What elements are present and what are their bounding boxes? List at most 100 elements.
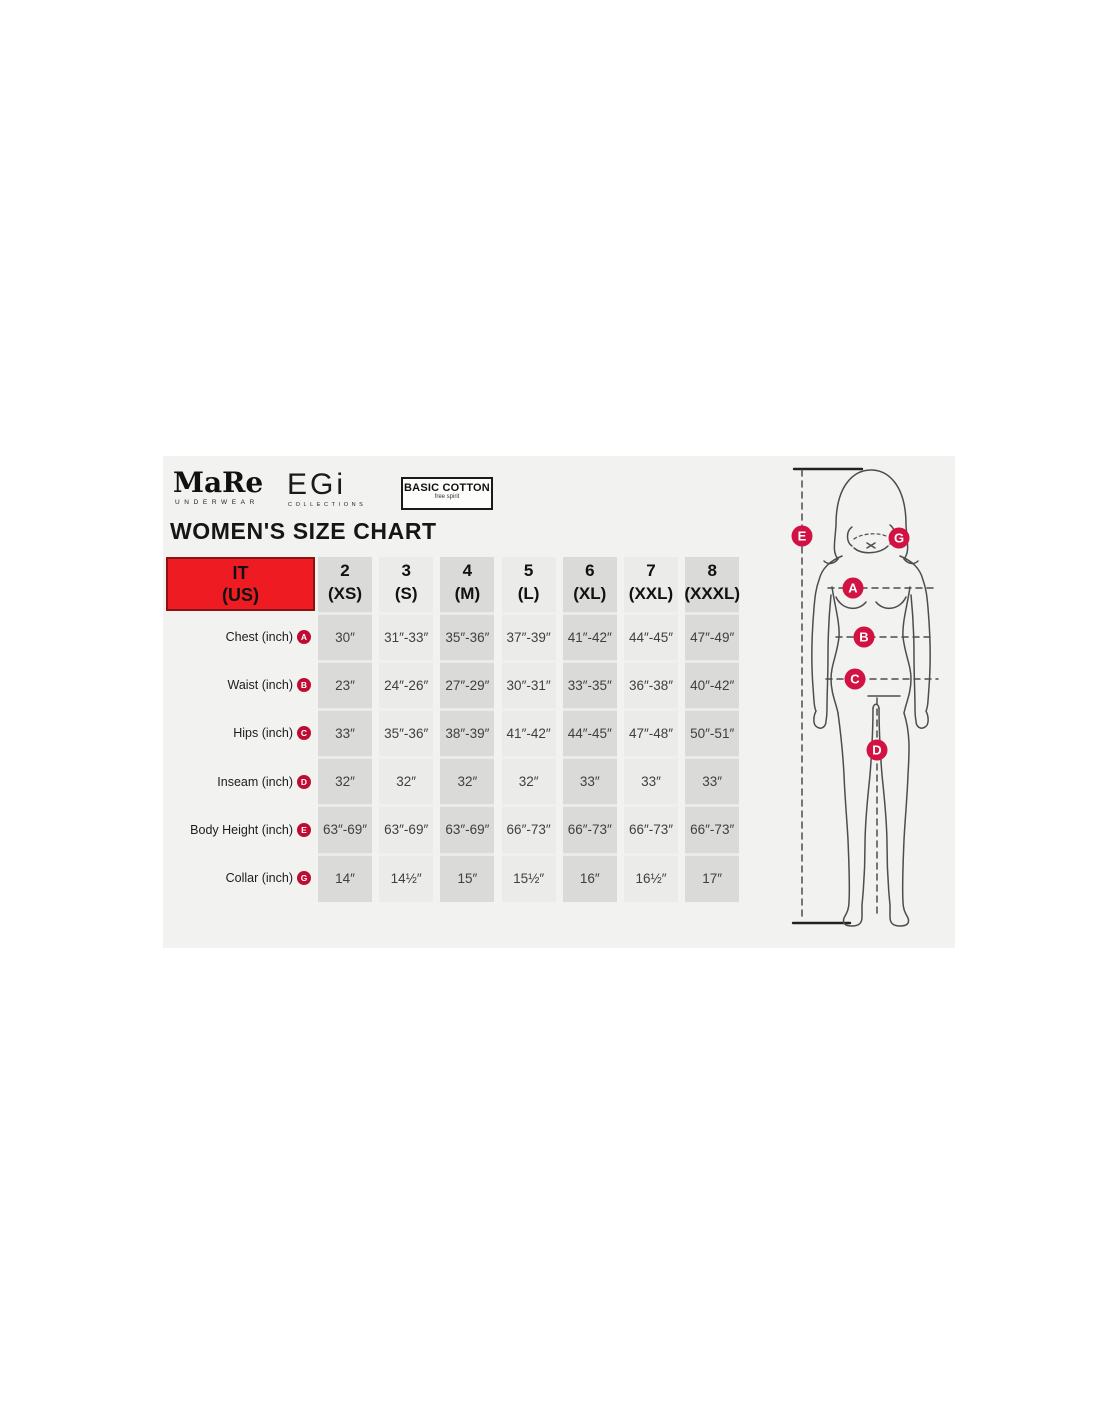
row-marker-badge-c: C: [297, 726, 311, 741]
column-stripe-m: [440, 557, 495, 902]
column-size-number: 2: [340, 561, 350, 580]
size-cell: 15½″: [513, 870, 545, 886]
page-title: WOMEN'S SIZE CHART: [170, 518, 437, 544]
column-stripe-xxxl: [685, 557, 740, 902]
column-stripe-l: [501, 557, 556, 902]
size-cell: 66″-73″: [690, 822, 735, 838]
figure-marker-g: G: [888, 527, 910, 549]
column-size-number: 4: [462, 561, 473, 580]
figure-bust-left: [835, 596, 867, 609]
corner-label-us: (US): [222, 585, 259, 605]
figure-marker-e: E: [791, 525, 813, 547]
corner-label-it: IT: [232, 563, 249, 583]
column-size-number: 3: [401, 561, 411, 580]
column-stripe-xl: [562, 557, 617, 902]
row-label-text: Waist (inch): [227, 678, 293, 693]
size-cell: 16½″: [635, 870, 667, 886]
collar-lower-arc: [853, 545, 889, 554]
size-cell: 14½″: [390, 870, 422, 886]
egi-wordmark: EGi: [287, 468, 347, 501]
size-cell: 44″-45″: [628, 629, 674, 645]
row-label-g: Collar (inch) G: [163, 854, 313, 902]
row-label-text: Hips (inch): [233, 726, 293, 741]
figure-left-arm: [811, 555, 843, 729]
row-label-text: Chest (inch): [225, 630, 293, 644]
size-cell: 35″-36″: [384, 725, 429, 741]
column-size-label: (L): [517, 584, 540, 603]
size-cell: 31″-33″: [384, 629, 429, 645]
figure-right-leg: [878, 707, 910, 927]
row-label-e: Body Height (inch) E: [163, 806, 313, 854]
column-size-label: (XXL): [628, 584, 674, 603]
size-cell: 41″-42″: [506, 725, 551, 741]
size-cell: 27″-29″: [445, 677, 490, 693]
svg-text:C: C: [850, 672, 860, 687]
size-cell: 32″: [457, 774, 478, 790]
size-cell: 63″-69″: [384, 822, 429, 838]
size-cell: 17″: [702, 870, 723, 886]
row-label-a: Chest (inch) A: [163, 613, 313, 661]
figure-torso-right: [902, 586, 912, 714]
row-marker-badge-b: B: [297, 678, 311, 693]
collar-dashed-line: [853, 533, 889, 540]
mare-subtitle: UNDERWEAR: [175, 499, 259, 506]
basic-cotton-wordmark: BASIC COTTON: [404, 482, 490, 494]
size-cell: 63″-69″: [322, 822, 368, 838]
row-label-d: Inseam (inch) D: [163, 758, 313, 806]
size-cell: 47″-48″: [628, 725, 674, 741]
column-header-xxxl: 8 (XXXL): [675, 559, 749, 611]
row-label-text: Inseam (inch): [217, 774, 293, 789]
row-label-c: Hips (inch) C: [163, 709, 313, 757]
column-header-m: 4 (M): [430, 559, 504, 611]
column-size-label: (XS): [328, 584, 362, 603]
figure-marker-d: D: [866, 739, 888, 761]
size-cell: 66″-73″: [567, 822, 612, 838]
figure-marker-c: C: [844, 668, 866, 690]
size-cell: 36″-38″: [628, 677, 674, 693]
size-cell: 38″-39″: [445, 725, 490, 741]
column-header-xl: 6 (XL): [553, 559, 627, 611]
basic-cotton-tagline: free spirit: [434, 494, 460, 500]
column-stripe-s: [379, 557, 434, 902]
column-header-xxl: 7 (XXL): [614, 559, 688, 611]
size-cell: 41″-42″: [567, 629, 612, 645]
brand-logo-mare: MaRe UNDERWEAR: [173, 466, 264, 507]
row-marker-badge-d: D: [297, 774, 311, 789]
figure-crotch: [872, 703, 880, 709]
mare-wordmark: MaRe: [173, 466, 264, 499]
size-cell: 24″-26″: [384, 677, 429, 693]
figure-right-arm: [899, 555, 931, 729]
figure-torso-left: [830, 586, 840, 714]
size-cell: 32″: [396, 774, 417, 790]
svg-text:E: E: [798, 529, 807, 544]
column-header-l: 5 (L): [492, 559, 566, 611]
figure-marker-a: A: [842, 577, 864, 599]
size-cell: 40″-42″: [690, 677, 735, 693]
figure-bust-right: [875, 596, 907, 609]
column-stripe-xs: [318, 557, 372, 902]
row-separator: [318, 756, 740, 760]
column-size-label: (XXXL): [684, 584, 741, 603]
size-cell: 23″: [335, 677, 355, 693]
figure-marker-b: B: [853, 626, 875, 648]
column-size-number: 5: [523, 561, 534, 580]
figure-hair-flick-right: [903, 558, 919, 565]
body-measurement-diagram: E G A B C D: [791, 467, 939, 927]
row-marker-badge-a: A: [297, 630, 311, 644]
size-cell: 14″: [335, 870, 355, 886]
size-table-corner-cell: IT (US): [166, 557, 315, 611]
column-size-number: 8: [707, 561, 717, 580]
collar-center-mark: [866, 542, 876, 549]
size-cell: 32″: [518, 774, 539, 790]
svg-text:D: D: [872, 743, 881, 758]
figure-left-leg: [837, 707, 874, 927]
row-separator: [318, 804, 740, 808]
size-cell: 50″-51″: [690, 725, 735, 741]
size-cell: 16″: [579, 870, 600, 886]
size-cell: 30″-31″: [506, 677, 551, 693]
size-cell: 63″-69″: [445, 822, 490, 838]
size-cell: 30″: [335, 629, 355, 645]
row-label-text: Collar (inch): [225, 871, 293, 885]
svg-text:G: G: [894, 531, 904, 546]
